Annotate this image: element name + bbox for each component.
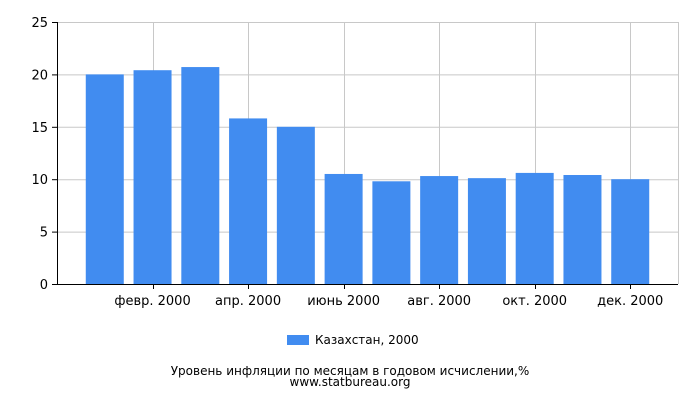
bar	[324, 173, 363, 284]
x-tick-label: апр. 2000	[215, 294, 281, 309]
y-tick-label: 10	[31, 173, 48, 188]
x-axis-tick-labels: февр. 2000 апр. 2000 июнь 2000 авг. 2000 окт…	[114, 294, 663, 309]
legend: Казахстан, 2000	[287, 333, 419, 347]
legend-label: Казахстан, 2000	[315, 333, 419, 347]
y-tick-label: 25	[31, 16, 48, 31]
bar	[85, 74, 124, 285]
y-tick-label: 0	[40, 278, 48, 293]
x-tick-label: окт. 2000	[502, 294, 567, 309]
y-tick-label: 15	[31, 121, 48, 136]
x-tick-label: авг. 2000	[407, 294, 471, 309]
bars	[85, 67, 650, 285]
chart-caption-source: www.statbureau.org	[289, 375, 411, 389]
bar	[229, 118, 268, 284]
bar	[563, 175, 602, 284]
x-tick-label: июнь 2000	[307, 294, 380, 309]
y-tick-label: 5	[40, 226, 48, 241]
x-tick-label: дек. 2000	[597, 294, 663, 309]
axes	[52, 22, 678, 289]
bar	[372, 181, 411, 284]
bar	[420, 176, 459, 284]
bar	[133, 70, 172, 284]
y-axis-tick-labels: 0 5 10 15 20 25	[31, 16, 48, 293]
x-tick-label: февр. 2000	[114, 294, 190, 309]
bar	[181, 67, 220, 285]
chart-caption-title: Уровень инфляции по месяцам в годовом ис…	[170, 364, 530, 378]
y-tick-label: 20	[31, 68, 48, 83]
bar	[467, 178, 506, 284]
legend-swatch	[287, 335, 309, 345]
bar	[611, 179, 650, 284]
bar	[515, 172, 554, 284]
bar	[276, 126, 315, 284]
